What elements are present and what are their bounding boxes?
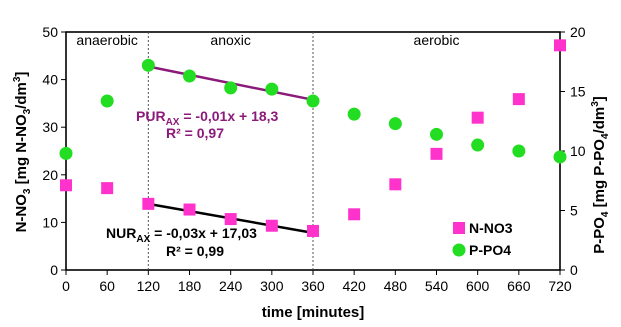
x-tick-label: 60 (99, 278, 115, 294)
point-n-no3 (512, 93, 525, 106)
left-axis-ticks: 0 10 20 30 40 50 (42, 24, 66, 278)
point-p-po4 (306, 94, 320, 108)
phase-label-anoxic: anoxic (210, 32, 250, 48)
x-tick-label: 720 (548, 278, 572, 294)
pur-equation: PURAX = -0,01x + 18,3 R² = 0,97 (136, 108, 279, 141)
phase-label-aerobic: aerobic (414, 32, 460, 48)
point-n-no3 (101, 182, 114, 195)
point-p-po4 (224, 81, 238, 95)
point-p-po4 (183, 69, 196, 83)
x-tick-label: 300 (260, 278, 284, 294)
legend-label-n-no3: N-NO3 (469, 220, 513, 236)
point-n-no3 (224, 213, 237, 226)
x-tick-label: 540 (425, 278, 449, 294)
pur-r2-text: R² = 0,97 (166, 125, 224, 141)
left-tick-label: 50 (42, 24, 58, 40)
point-p-po4 (347, 107, 361, 121)
point-n-no3 (430, 147, 443, 160)
legend-label-p-po4: P-PO4 (469, 242, 511, 258)
x-tick-label: 600 (466, 278, 490, 294)
right-tick-label: 20 (570, 24, 586, 40)
x-tick-label: 360 (301, 278, 325, 294)
point-p-po4 (100, 94, 114, 108)
point-n-no3 (265, 219, 278, 232)
point-n-no3 (60, 179, 72, 192)
data-points (59, 39, 567, 237)
point-p-po4 (141, 58, 155, 72)
x-tick-label: 180 (178, 278, 202, 294)
left-tick-label: 0 (50, 262, 58, 278)
x-tick-label: 420 (342, 278, 366, 294)
x-axis-ticks: 0 60 120 180 240 300 360 420 480 540 600 660 720 (62, 270, 572, 294)
point-n-no3 (348, 208, 361, 221)
x-tick-label: 120 (137, 278, 161, 294)
point-p-po4 (553, 150, 567, 164)
right-tick-label: 0 (570, 262, 578, 278)
phase-label-anaerobic: anaerobic (76, 32, 138, 48)
nur-r2-text: R² = 0,99 (166, 243, 224, 259)
point-n-no3 (471, 111, 484, 124)
x-tick-label: 480 (384, 278, 408, 294)
nur-equation: NURAX = -0,03x + 17,03 R² = 0,99 (106, 225, 257, 259)
point-p-po4 (471, 138, 485, 152)
right-tick-label: 5 (570, 203, 578, 219)
point-p-po4 (265, 82, 279, 96)
right-tick-label: 10 (570, 143, 586, 159)
x-tick-label: 0 (62, 278, 70, 294)
point-p-po4 (388, 117, 402, 131)
x-tick-label: 240 (219, 278, 243, 294)
point-n-no3 (307, 224, 319, 237)
legend-marker-n-no3 (453, 222, 465, 234)
point-n-no3 (183, 203, 196, 216)
phase-labels: anaerobic anoxic aerobic (76, 32, 459, 48)
point-p-po4 (59, 146, 73, 160)
x-axis-label: time [minutes] (262, 304, 365, 321)
point-p-po4 (512, 144, 526, 158)
left-axis-label: N-NO3 [mg N-NO3/dm3] (12, 72, 33, 233)
left-tick-label: 30 (42, 119, 58, 135)
nur-equation-text: NURAX = -0,03x + 17,03 (106, 225, 257, 245)
legend-marker-p-po4 (452, 243, 466, 257)
point-n-no3 (142, 197, 155, 210)
pur-equation-text: PURAX = -0,01x + 18,3 (136, 108, 279, 128)
x-tick-label: 660 (507, 278, 531, 294)
point-n-no3 (389, 178, 402, 191)
right-axis-label: P-PO4 [mg P-PO4/dm3] (590, 96, 611, 254)
left-tick-label: 20 (42, 167, 58, 183)
right-axis-ticks: 0 5 10 15 20 (560, 24, 586, 278)
point-p-po4 (430, 127, 443, 141)
left-tick-label: 10 (42, 214, 58, 230)
right-tick-label: 15 (570, 84, 586, 100)
point-n-no3 (554, 39, 566, 52)
legend: N-NO3 P-PO4 (452, 220, 513, 258)
left-tick-label: 40 (42, 72, 58, 88)
